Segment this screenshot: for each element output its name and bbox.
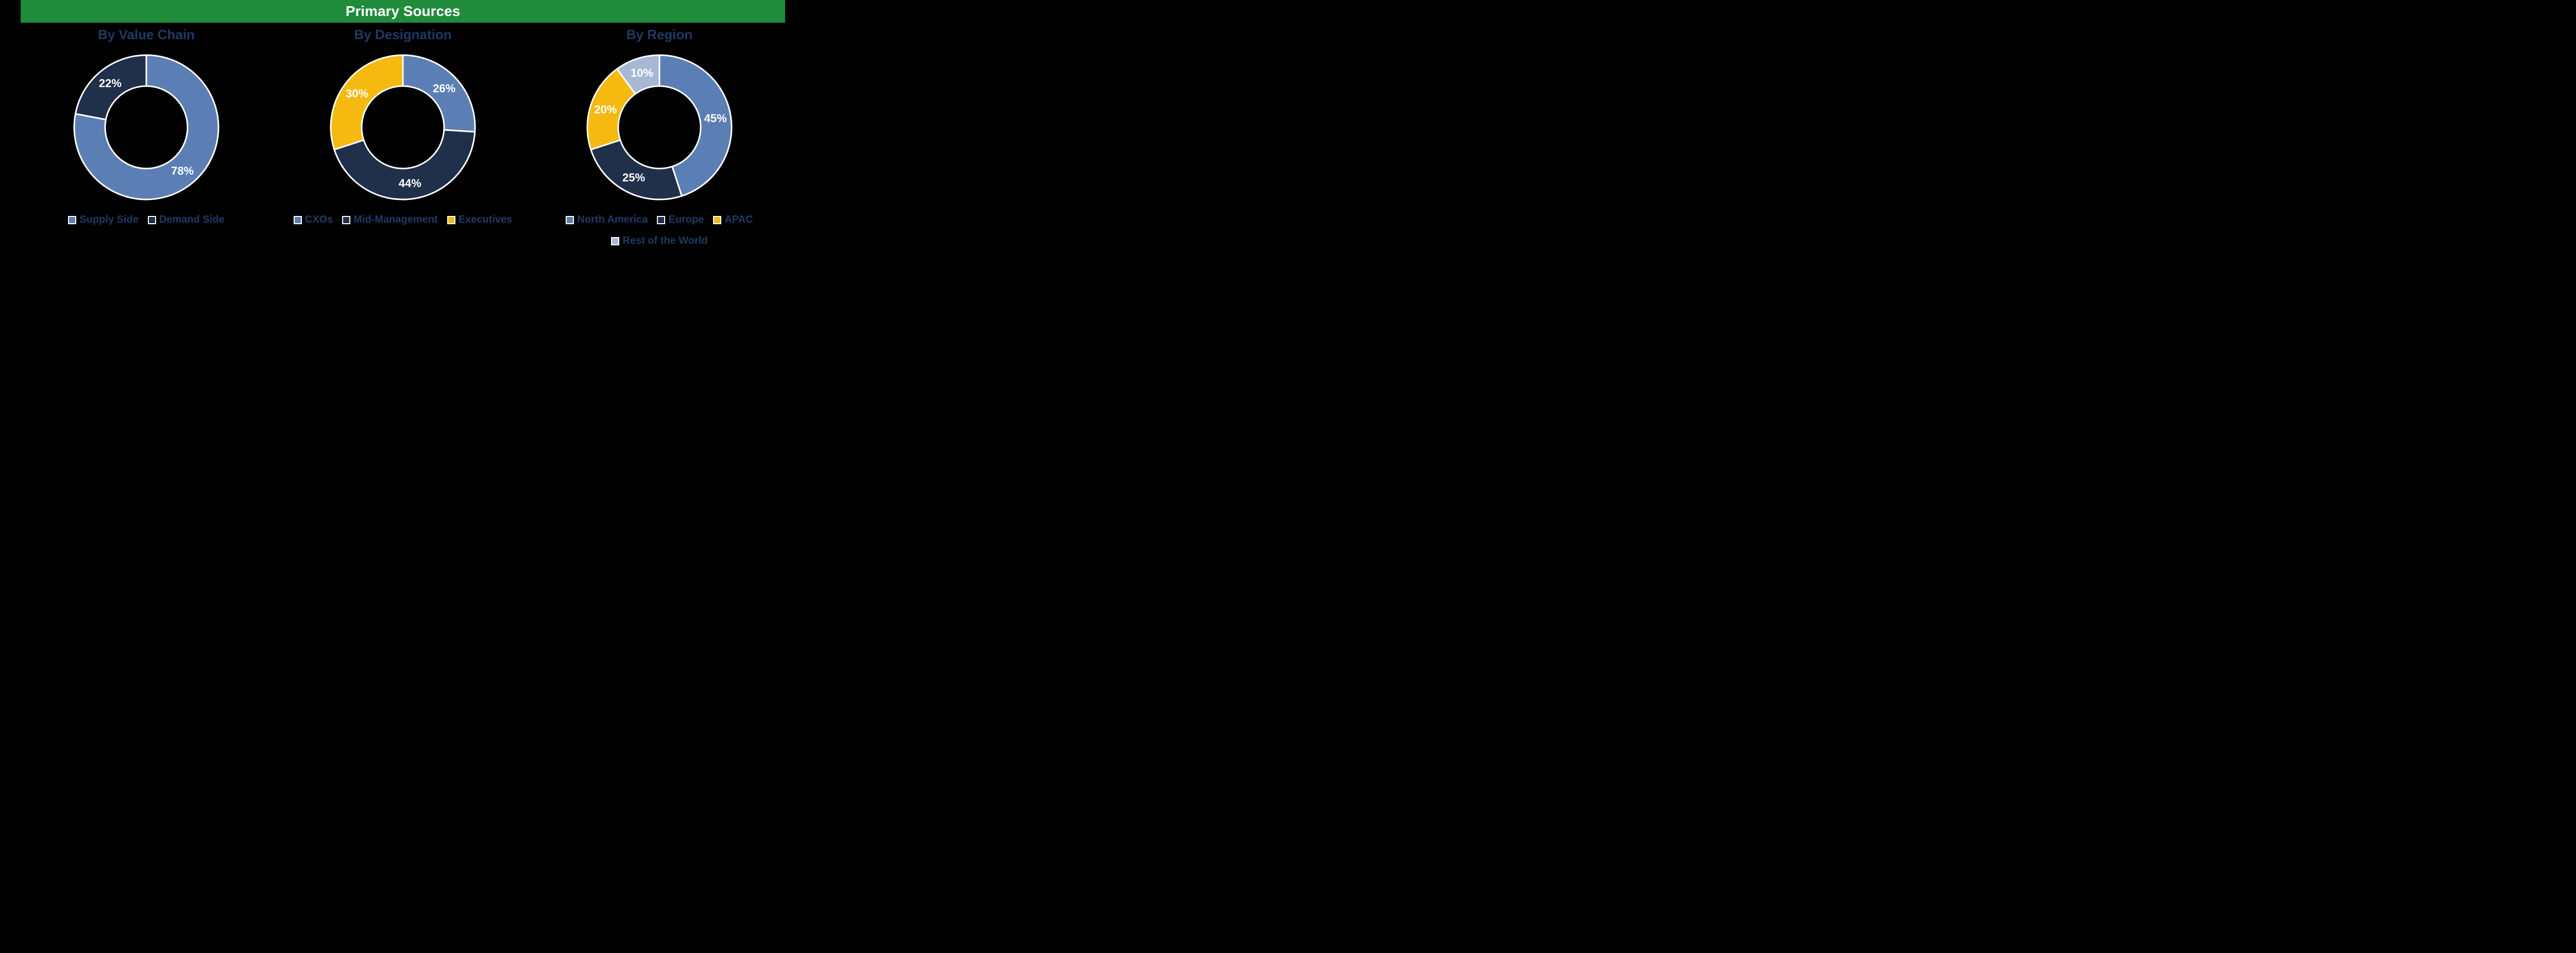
chart-legend: CXOs Mid-Management Executives xyxy=(294,214,512,226)
legend-label: Demand Side xyxy=(159,214,225,226)
legend-swatch xyxy=(342,216,350,224)
chart-title: By Region xyxy=(626,27,693,43)
legend-label: Rest of the World xyxy=(622,235,707,247)
legend-label: CXOs xyxy=(305,214,333,226)
slice-value-label: 45% xyxy=(704,112,727,125)
legend-item: Rest of the World xyxy=(611,235,707,247)
charts-row: By Value Chain 78% 22% Supply Side Demand Si… xyxy=(21,26,785,247)
legend-item: CXOs xyxy=(294,214,333,226)
donut-chart: 26% 44% 30% xyxy=(326,50,480,205)
chart-legend: North America Europe APAC Rest of the World xyxy=(534,214,785,247)
legend-item: Demand Side xyxy=(148,214,225,226)
legend-swatch xyxy=(447,216,455,224)
legend-label: Supply Side xyxy=(79,214,138,226)
slice-value-label: 44% xyxy=(399,177,421,190)
legend-label: North America xyxy=(577,214,648,226)
legend-item: Supply Side xyxy=(68,214,138,226)
legend-item: Executives xyxy=(447,214,513,226)
legend-swatch xyxy=(713,216,721,224)
legend-item: APAC xyxy=(713,214,753,226)
slice-value-label: 20% xyxy=(594,103,617,116)
donut-slice xyxy=(591,140,682,199)
chart-title: By Value Chain xyxy=(98,27,195,43)
slice-value-label: 78% xyxy=(171,164,194,178)
legend-swatch xyxy=(148,216,156,224)
legend-swatch xyxy=(657,216,665,224)
slice-value-label: 22% xyxy=(99,77,122,90)
chart-legend: Supply Side Demand Side xyxy=(68,214,224,226)
legend-swatch xyxy=(68,216,76,224)
slice-value-label: 30% xyxy=(346,87,368,101)
donut-chart: 78% 22% xyxy=(69,50,224,205)
legend-label: APAC xyxy=(724,214,753,226)
legend-label: Mid-Management xyxy=(353,214,437,226)
legend-item: Europe xyxy=(657,214,704,226)
slice-value-label: 10% xyxy=(631,66,653,80)
legend-swatch xyxy=(294,216,302,224)
header-title: Primary Sources xyxy=(21,0,785,23)
legend-item: North America xyxy=(566,214,648,226)
legend-item: Mid-Management xyxy=(342,214,437,226)
legend-label: Europe xyxy=(668,214,704,226)
slice-value-label: 25% xyxy=(622,171,645,185)
legend-swatch xyxy=(566,216,574,224)
donut-chart: 45% 25% 20% 10% xyxy=(582,50,737,205)
legend-label: Executives xyxy=(459,214,513,226)
donut-slice xyxy=(331,55,403,149)
legend-swatch xyxy=(611,237,619,245)
chart-title: By Designation xyxy=(354,27,451,43)
slice-value-label: 26% xyxy=(433,82,455,95)
chart-panel: By Designation 26% 44% 30% CXOs Mid-Managemen… xyxy=(277,26,529,247)
infographic-root: Primary Sources By Value Chain 78% 22% Supp… xyxy=(0,0,806,262)
chart-panel: By Value Chain 78% 22% Supply Side Demand Si… xyxy=(21,26,272,247)
chart-panel: By Region 45% 25% 20% 10% North America Europe… xyxy=(534,26,785,247)
